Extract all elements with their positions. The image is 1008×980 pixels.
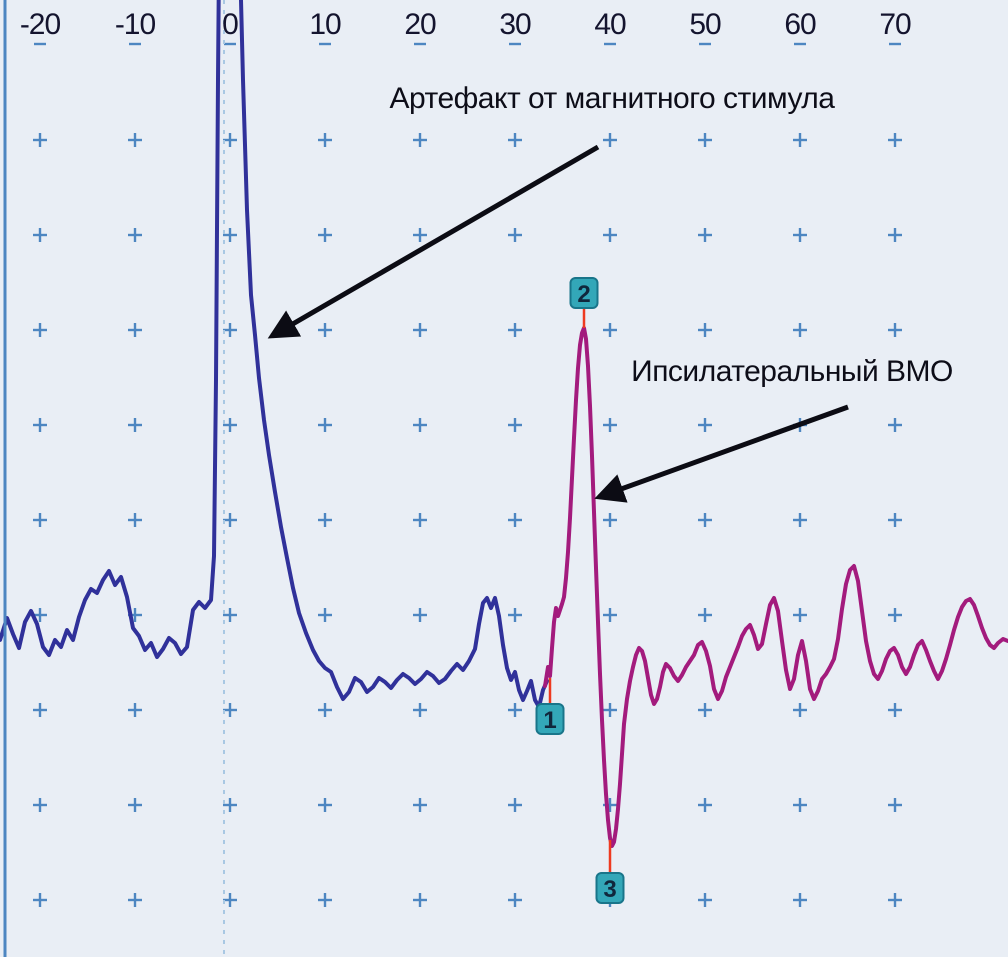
x-axis-tick-label: 0 xyxy=(222,8,238,41)
marker-badge[interactable] xyxy=(569,277,599,309)
marker-badge[interactable] xyxy=(535,703,565,735)
marker-badge-label: 1 xyxy=(543,707,556,734)
x-axis: -20 -10 0 10 20 30 40 50 60 70 xyxy=(20,8,912,41)
x-axis-tick-label: 10 xyxy=(309,8,341,41)
annotation-artifact-arrow xyxy=(267,144,600,339)
x-axis-tick-label: 20 xyxy=(404,8,436,41)
plot-background xyxy=(0,0,1008,957)
x-axis-tick-label: 50 xyxy=(689,8,721,41)
marker-2[interactable]: 2 xyxy=(569,277,599,328)
traces xyxy=(0,0,1008,848)
annotations: Артефакт от магнитного стимула Ипсилатер… xyxy=(267,82,953,503)
x-axis-tick-label: 40 xyxy=(594,8,626,41)
x-axis-tick-label: 70 xyxy=(879,8,911,41)
annotation-artifact-label: Артефакт от магнитного стимула xyxy=(390,82,836,115)
annotation-mep-label: Ипсилатеральный ВМО xyxy=(631,355,953,388)
ipsilateral-mep-trace xyxy=(543,326,1008,848)
marker-badge-label: 3 xyxy=(603,876,616,903)
x-axis-tick-label: -10 xyxy=(115,8,156,41)
marker-badge-label: 2 xyxy=(577,281,590,308)
x-axis-tick-label: 30 xyxy=(499,8,531,41)
marker-3[interactable]: 3 xyxy=(595,840,625,904)
stimulus-artifact-trace xyxy=(0,0,549,709)
markers: 1 2 3 xyxy=(535,277,625,904)
marker-1[interactable]: 1 xyxy=(535,678,565,735)
marker-badge[interactable] xyxy=(595,872,625,904)
x-axis-tick-label: 60 xyxy=(784,8,816,41)
x-axis-tick-label: -20 xyxy=(20,8,61,41)
plus-grid xyxy=(33,42,902,907)
annotation-mep-arrow xyxy=(594,404,849,503)
